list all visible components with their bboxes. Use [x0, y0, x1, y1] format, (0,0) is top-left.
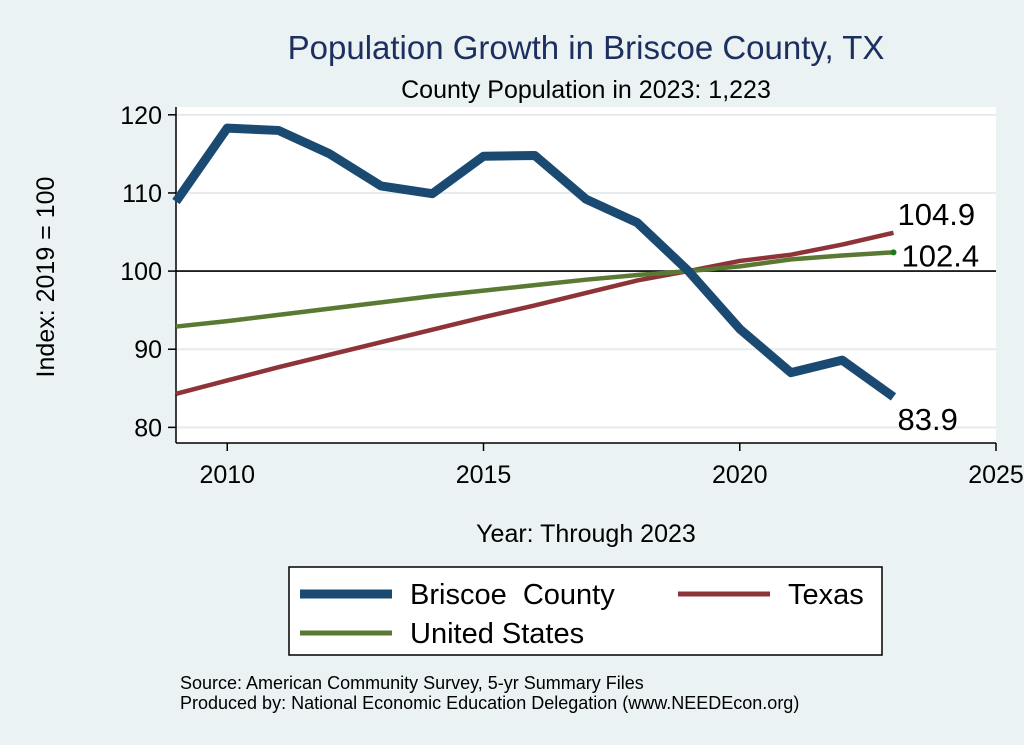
axes: 80 90 100 110 120 2010 2015 2020 2025 [120, 102, 1024, 489]
y-axis-title: Index: 2019 = 100 [32, 177, 60, 378]
y-tick-label-100: 100 [120, 258, 162, 286]
source-note: Source: American Community Survey, 5-yr … [180, 673, 644, 693]
x-axis-title: Year: Through 2023 [476, 520, 696, 548]
producer-note: Produced by: National Economic Education… [180, 693, 799, 713]
end-label-2: 102.4 [902, 238, 980, 273]
legend-label-us: United States [410, 618, 584, 650]
y-tick-label-110: 110 [122, 180, 162, 208]
chart-title: Population Growth in Briscoe County, TX [288, 29, 885, 66]
legend-label-texas: Texas [788, 579, 864, 611]
legend: Briscoe County Texas United States [288, 566, 883, 656]
end-label-1: 104.9 [898, 197, 976, 232]
end-label-0: 83.9 [898, 402, 958, 437]
y-tick-label-120: 120 [120, 102, 162, 130]
series-lines [172, 123, 897, 401]
legend-label-briscoe: Briscoe County [410, 579, 615, 611]
end-labels: 83.9 104.9 102.4 [898, 197, 980, 437]
legend-box [288, 566, 883, 656]
x-tick-label-2010: 2010 [199, 461, 255, 489]
chart-subtitle: County Population in 2023: 1,223 [401, 76, 771, 104]
x-tick-label-2020: 2020 [712, 461, 768, 489]
x-tick-label-2025: 2025 [968, 461, 1024, 489]
y-tick-label-80: 80 [134, 414, 162, 442]
plot-area [176, 107, 996, 443]
y-tick-label-90: 90 [134, 336, 162, 364]
x-tick-label-2015: 2015 [456, 461, 512, 489]
us-end-marker [890, 249, 897, 256]
